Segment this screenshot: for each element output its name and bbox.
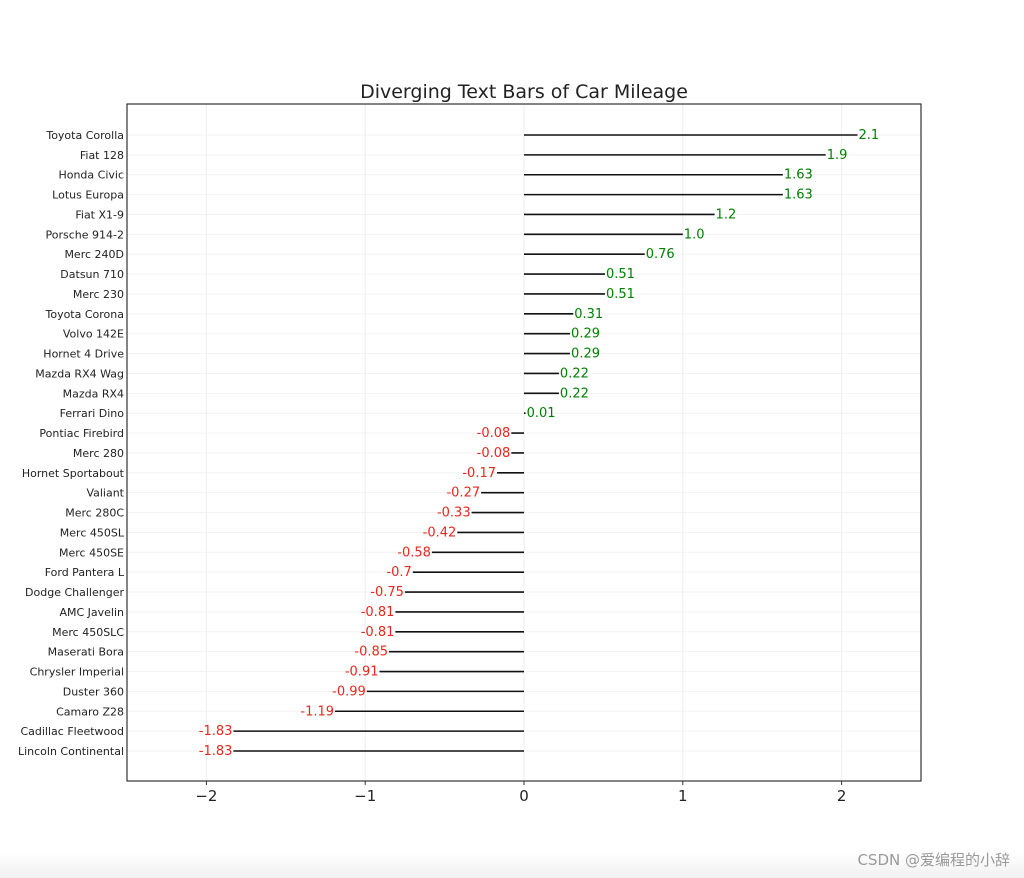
value-label: 0.29 <box>571 327 600 342</box>
x-tick-label: 2 <box>837 787 847 805</box>
value-label: 0.22 <box>560 386 589 401</box>
chart-title: Diverging Text Bars of Car Mileage <box>360 81 688 103</box>
y-tick-label: Toyota Corona <box>44 308 124 321</box>
value-label: -0.7 <box>386 565 411 580</box>
value-label: 1.9 <box>827 148 848 163</box>
value-label: -0.08 <box>477 426 511 441</box>
y-tick-label: Duster 360 <box>63 685 124 698</box>
value-label: -0.81 <box>361 605 395 620</box>
x-tick-label: 0 <box>519 787 529 805</box>
y-tick-label: Lincoln Continental <box>18 745 124 758</box>
y-tick-label: Merc 450SE <box>59 546 124 559</box>
y-tick-label: Hornet Sportabout <box>22 467 125 480</box>
value-label: 0.31 <box>574 307 603 322</box>
y-tick-label: Porsche 914-2 <box>46 228 124 241</box>
value-label: -1.19 <box>300 704 334 719</box>
y-tick-label: Honda Civic <box>58 169 124 182</box>
bottom-band <box>0 852 1024 878</box>
value-label: -0.33 <box>437 506 471 521</box>
x-tick-label: −1 <box>354 787 376 805</box>
value-label: 2.1 <box>858 128 879 143</box>
value-label: -0.58 <box>397 545 431 560</box>
y-tick-label: Merc 280 <box>73 447 124 460</box>
value-label: -1.83 <box>199 724 233 739</box>
y-tick-label: Ferrari Dino <box>60 407 125 420</box>
bars <box>233 134 858 752</box>
value-label: -0.08 <box>477 446 511 461</box>
y-tick-label: Merc 240D <box>64 248 124 261</box>
value-label: -0.81 <box>361 625 395 640</box>
y-tick-label: Ford Pantera L <box>45 566 125 579</box>
y-tick-label: AMC Javelin <box>59 606 124 619</box>
value-label: 0.22 <box>560 366 589 381</box>
value-label: 0.51 <box>606 267 635 282</box>
y-tick-label: Merc 280C <box>65 507 124 520</box>
y-tick-label: Merc 450SL <box>60 526 125 539</box>
value-label: -0.17 <box>462 466 496 481</box>
x-tick-labels: −2 −1 0 1 2 <box>195 781 846 805</box>
value-label: -0.75 <box>370 585 404 600</box>
y-tick-label: Cadillac Fleetwood <box>20 725 124 738</box>
x-tick-label: 1 <box>678 787 688 805</box>
value-label: 1.63 <box>784 168 813 183</box>
value-label: 0.01 <box>527 406 556 421</box>
y-tick-label: Camaro Z28 <box>56 705 124 718</box>
value-label: -0.91 <box>345 665 379 680</box>
y-tick-label: Pontiac Firebird <box>39 427 124 440</box>
x-tick-label: −2 <box>195 787 217 805</box>
value-label: 1.63 <box>784 188 813 203</box>
value-label: -0.27 <box>446 486 480 501</box>
value-label: 1.2 <box>716 207 737 222</box>
y-tick-label: Fiat 128 <box>80 149 124 162</box>
plot-frame <box>126 103 922 782</box>
value-label: -0.42 <box>423 525 457 540</box>
y-tick-labels: Toyota Corolla Fiat 128 Honda Civic Lotus E… <box>18 129 125 758</box>
grid-lines <box>127 104 921 781</box>
value-label: 0.29 <box>571 347 600 362</box>
y-tick-label: Lotus Europa <box>52 189 124 202</box>
y-tick-label: Hornet 4 Drive <box>43 348 124 361</box>
value-label: 0.51 <box>606 287 635 302</box>
y-tick-label: Chrysler Imperial <box>30 666 124 679</box>
value-label: -1.83 <box>199 744 233 759</box>
value-labels: 2.11.91.631.631.21.00.760.510.510.310.29… <box>199 128 879 759</box>
y-tick-label: Datsun 710 <box>60 268 124 281</box>
y-tick-label: Valiant <box>86 487 124 500</box>
y-tick-label: Merc 450SLC <box>52 626 124 639</box>
y-tick-label: Volvo 142E <box>63 328 124 341</box>
y-tick-label: Dodge Challenger <box>25 586 124 599</box>
y-tick-label: Maserati Bora <box>48 646 124 659</box>
y-tick-label: Fiat X1-9 <box>75 208 124 221</box>
watermark-text: CSDN @爱编程的小辞 <box>857 851 1010 869</box>
y-tick-label: Mazda RX4 <box>63 387 124 400</box>
y-tick-label: Merc 230 <box>73 288 124 301</box>
y-tick-label: Mazda RX4 Wag <box>35 367 124 380</box>
value-label: -0.85 <box>354 645 388 660</box>
value-label: -0.99 <box>332 684 366 699</box>
value-label: 1.0 <box>684 227 705 242</box>
value-label: 0.76 <box>646 247 675 262</box>
y-tick-label: Toyota Corolla <box>45 129 124 142</box>
